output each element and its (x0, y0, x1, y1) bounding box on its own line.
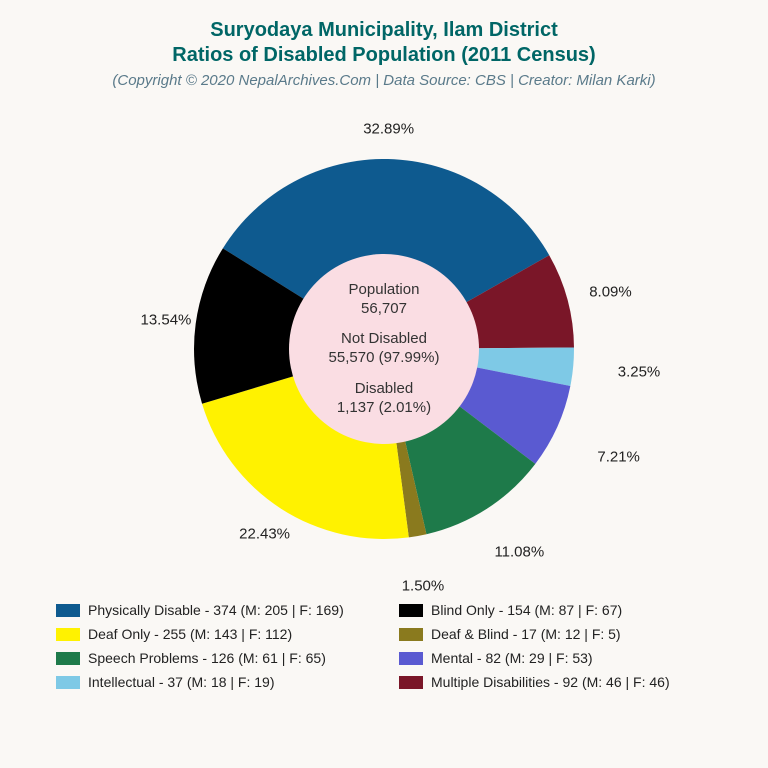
title-block: Suryodaya Municipality, Ilam District Ra… (20, 18, 748, 89)
legend-label: Multiple Disabilities - 92 (M: 46 | F: 4… (431, 674, 670, 690)
legend-item: Mental - 82 (M: 29 | F: 53) (399, 650, 712, 666)
legend: Physically Disable - 374 (M: 205 | F: 16… (20, 602, 748, 690)
legend-label: Intellectual - 37 (M: 18 | F: 19) (88, 674, 275, 690)
slice-label: 1.50% (402, 577, 445, 594)
slice-label: 13.54% (141, 311, 192, 328)
legend-label: Physically Disable - 374 (M: 205 | F: 16… (88, 602, 344, 618)
legend-swatch (56, 676, 80, 689)
center-circle: Population 56,707 Not Disabled 55,570 (9… (289, 254, 479, 444)
legend-swatch (56, 604, 80, 617)
legend-label: Blind Only - 154 (M: 87 | F: 67) (431, 602, 622, 618)
center-population-value: 56,707 (349, 300, 420, 319)
slice-label: 7.21% (597, 449, 640, 466)
title-line-1: Suryodaya Municipality, Ilam District (20, 18, 748, 43)
legend-swatch (399, 604, 423, 617)
center-not-disabled-label: Not Disabled (329, 330, 440, 349)
legend-swatch (399, 676, 423, 689)
legend-swatch (399, 628, 423, 641)
legend-label: Mental - 82 (M: 29 | F: 53) (431, 650, 593, 666)
legend-label: Deaf & Blind - 17 (M: 12 | F: 5) (431, 626, 621, 642)
subtitle: (Copyright © 2020 NepalArchives.Com | Da… (20, 72, 748, 89)
center-not-disabled-value: 55,570 (97.99%) (329, 349, 440, 368)
legend-item: Multiple Disabilities - 92 (M: 46 | F: 4… (399, 674, 712, 690)
legend-label: Deaf Only - 255 (M: 143 | F: 112) (88, 626, 292, 642)
legend-label: Speech Problems - 126 (M: 61 | F: 65) (88, 650, 326, 666)
legend-swatch (56, 652, 80, 665)
center-not-disabled: Not Disabled 55,570 (97.99%) (329, 330, 440, 368)
legend-swatch (56, 628, 80, 641)
slice-label: 8.09% (589, 283, 632, 300)
center-population: Population 56,707 (349, 281, 420, 319)
legend-item: Blind Only - 154 (M: 87 | F: 67) (399, 602, 712, 618)
legend-item: Deaf & Blind - 17 (M: 12 | F: 5) (399, 626, 712, 642)
slice-label: 11.08% (494, 543, 544, 560)
legend-item: Deaf Only - 255 (M: 143 | F: 112) (56, 626, 369, 642)
center-disabled-label: Disabled (337, 380, 431, 399)
legend-item: Physically Disable - 374 (M: 205 | F: 16… (56, 602, 369, 618)
legend-item: Intellectual - 37 (M: 18 | F: 19) (56, 674, 369, 690)
title-line-2: Ratios of Disabled Population (2011 Cens… (20, 43, 748, 68)
slice-label: 32.89% (363, 121, 414, 138)
legend-item: Speech Problems - 126 (M: 61 | F: 65) (56, 650, 369, 666)
center-disabled-value: 1,137 (2.01%) (337, 399, 431, 418)
slice-label: 3.25% (618, 363, 661, 380)
legend-swatch (399, 652, 423, 665)
center-disabled: Disabled 1,137 (2.01%) (337, 380, 431, 418)
slice-label: 22.43% (239, 525, 290, 542)
center-population-label: Population (349, 281, 420, 300)
pie-chart: Population 56,707 Not Disabled 55,570 (9… (124, 114, 644, 584)
